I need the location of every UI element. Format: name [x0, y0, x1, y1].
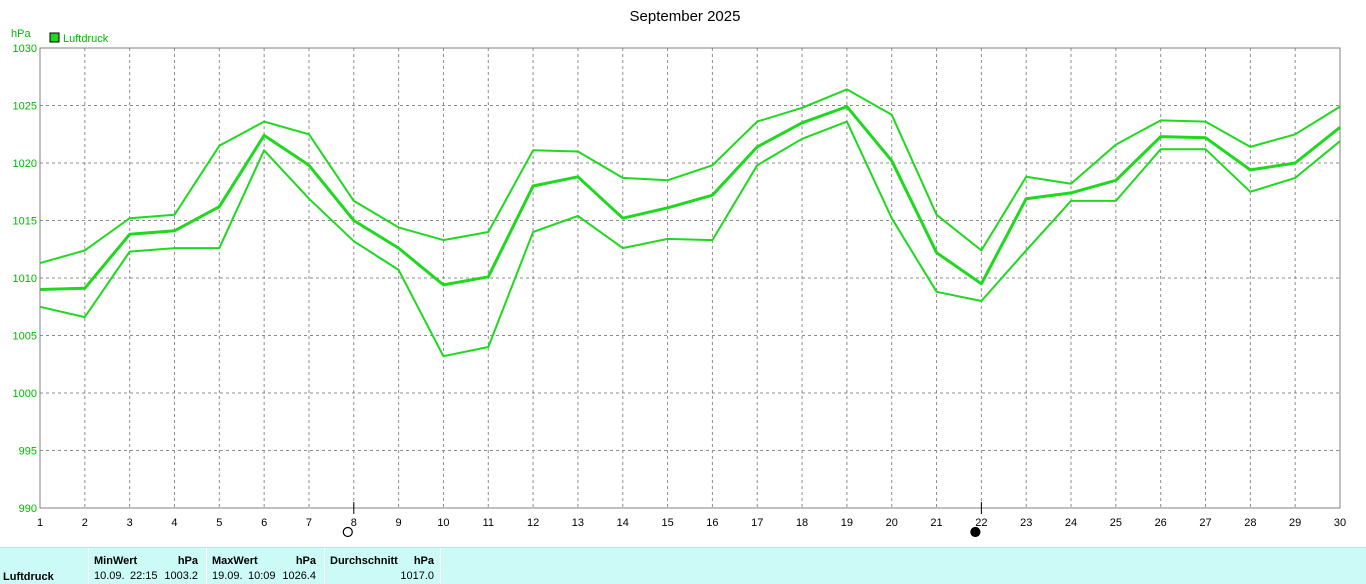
pressure-chart: September 2025 hPa Luftdruck 1 2 3 4 5 6 7 8 9 10… — [11, 8, 1347, 538]
max-unit: hPa — [295, 555, 316, 567]
min-time: 22:15 — [130, 570, 158, 582]
x-tick-label: 5 — [216, 517, 222, 529]
x-tick-label: 2 — [82, 517, 88, 529]
series-layer — [39, 88, 1341, 358]
x-tick-label: 21 — [930, 517, 942, 529]
series-line-mean — [39, 105, 1341, 291]
stats-max-cell: MaxWert hPa 19.09. 10:09 1026.4 — [207, 548, 325, 584]
x-tick-label: 17 — [751, 517, 763, 529]
x-tick-label: 15 — [661, 517, 673, 529]
stats-row-label: Luftdruck — [3, 571, 54, 583]
x-tick-label: 12 — [527, 517, 539, 529]
x-tick-label: 28 — [1244, 517, 1256, 529]
x-tick-label: 19 — [841, 517, 853, 529]
x-tick-label: 20 — [886, 517, 898, 529]
grid — [40, 48, 1340, 508]
min-date: 10.09. — [94, 570, 125, 582]
x-tick-label: 16 — [706, 517, 718, 529]
x-tick-label: 30 — [1334, 517, 1346, 529]
y-unit-label: hPa — [11, 28, 31, 40]
x-tick-label: 18 — [796, 517, 808, 529]
max-date: 19.09. — [212, 570, 243, 582]
x-tick-label: 10 — [437, 517, 449, 529]
axes: 1 2 3 4 5 6 7 8 9 10 11 12 13 14 15 16 17 18 19 20 21 22 23 24 2… — [13, 43, 1347, 529]
x-tick-label: 26 — [1155, 517, 1167, 529]
min-header: MinWert — [94, 555, 138, 567]
stats-panel: Luftdruck MinWert hPa 10.09. 22:15 1003.… — [0, 547, 1366, 584]
legend-label: Luftdruck — [63, 33, 109, 45]
min-value: 1003.2 — [164, 570, 198, 582]
y-tick-label: 1000 — [13, 388, 37, 400]
x-tick-label: 9 — [396, 517, 402, 529]
avg-value: 1017.0 — [400, 570, 434, 582]
y-tick-label: 1010 — [13, 273, 37, 285]
y-tick-label: 995 — [19, 446, 37, 458]
plot-frame — [39, 47, 1341, 509]
x-tick-label: 22 — [975, 517, 987, 529]
chart-title: September 2025 — [630, 8, 741, 25]
legend-swatch — [49, 32, 60, 43]
avg-unit: hPa — [413, 555, 434, 567]
max-header: MaxWert — [212, 555, 258, 567]
y-tick-label: 1005 — [13, 331, 37, 343]
full-moon-icon — [342, 526, 353, 538]
x-tick-label: 3 — [127, 517, 133, 529]
x-tick-label: 6 — [261, 517, 267, 529]
series-line-min — [39, 120, 1341, 358]
x-tick-label: 25 — [1110, 517, 1122, 529]
x-tick-label: 24 — [1065, 517, 1077, 529]
series-line-max — [39, 88, 1341, 265]
min-unit: hPa — [177, 555, 198, 567]
max-time: 10:09 — [248, 570, 276, 582]
x-tick-label: 8 — [351, 517, 357, 529]
moon-phases — [342, 502, 982, 538]
x-tick-label: 14 — [617, 517, 629, 529]
avg-header: Durchschnitt — [330, 555, 398, 567]
y-tick-label: 1020 — [13, 158, 37, 170]
x-tick-label: 7 — [306, 517, 312, 529]
stats-min-cell: MinWert hPa 10.09. 22:15 1003.2 — [89, 548, 207, 584]
x-tick-label: 29 — [1289, 517, 1301, 529]
x-tick-label: 23 — [1020, 517, 1032, 529]
x-tick-label: 27 — [1199, 517, 1211, 529]
x-tick-label: 4 — [171, 517, 177, 529]
y-tick-label: 1015 — [13, 216, 37, 228]
y-tick-label: 990 — [19, 503, 37, 515]
x-tick-label: 11 — [483, 517, 494, 529]
y-tick-label: 1025 — [13, 101, 37, 113]
stats-avg-cell: Durchschnitt hPa 1017.0 — [325, 548, 441, 584]
max-value: 1026.4 — [282, 570, 316, 582]
stats-label-cell: Luftdruck — [0, 548, 89, 584]
y-tick-label: 1030 — [13, 43, 37, 55]
x-tick-label: 13 — [572, 517, 584, 529]
x-tick-label: 1 — [37, 517, 43, 529]
new-moon-icon — [970, 526, 981, 538]
